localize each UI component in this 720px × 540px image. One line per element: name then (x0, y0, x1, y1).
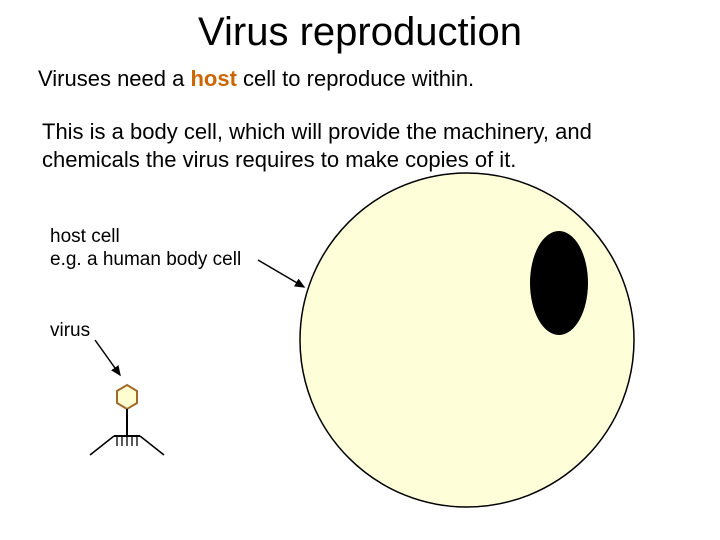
virus-icon (90, 385, 164, 455)
intro-host-word: host (190, 66, 236, 91)
page-title: Virus reproduction (0, 10, 720, 55)
host-cell-shape (300, 173, 634, 507)
label-virus: virus (50, 320, 90, 342)
nucleus-shape (530, 231, 588, 335)
virus-arrow (95, 340, 120, 375)
intro-line: Viruses need a host cell to reproduce wi… (38, 66, 474, 92)
intro-after: cell to reproduce within. (237, 66, 474, 91)
intro-before: Viruses need a (38, 66, 190, 91)
label-host-cell-line2: e.g. a human body cell (50, 249, 241, 270)
hostcell-arrow (258, 260, 304, 287)
paragraph-2: This is a body cell, which will provide … (42, 118, 682, 173)
label-host-cell-line1: host cell (50, 226, 120, 247)
label-host-cell: host cell e.g. a human body cell (50, 226, 241, 272)
